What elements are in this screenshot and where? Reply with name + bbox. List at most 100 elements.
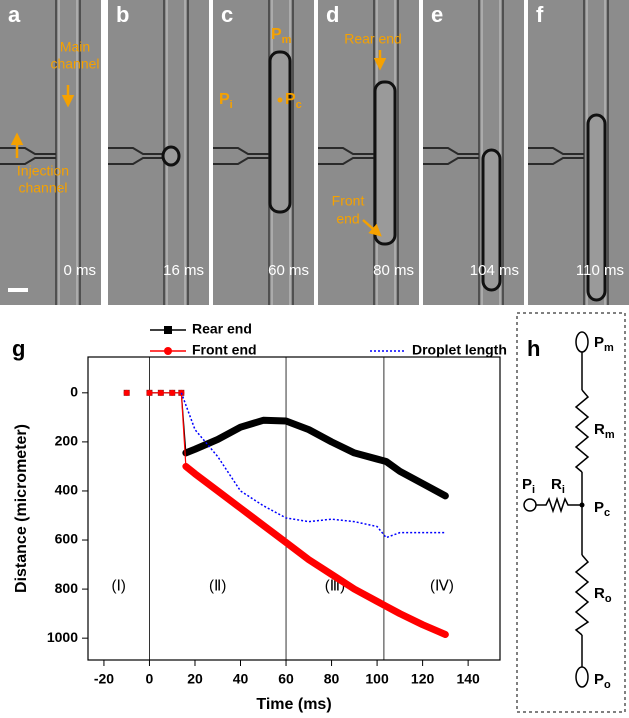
- annotation: Front: [332, 193, 365, 209]
- label: Ro: [594, 585, 612, 605]
- arrow: [362, 219, 382, 237]
- marker: [169, 389, 176, 396]
- marker: [157, 389, 164, 396]
- label-main: P: [271, 26, 282, 43]
- terminal: [575, 331, 589, 353]
- label: Pi: [219, 91, 233, 111]
- panel-letter: d: [326, 2, 339, 27]
- marker: [146, 389, 153, 396]
- panel-letter: f: [536, 2, 544, 27]
- legend-label: Front end: [192, 342, 257, 358]
- y-tick-label: 600: [55, 531, 79, 547]
- label-main: R: [594, 421, 605, 438]
- injection-channel: [213, 147, 269, 165]
- annotation: Rear end: [344, 31, 402, 47]
- region-label: (Ⅱ): [209, 578, 226, 595]
- x-tick-label: 60: [278, 671, 294, 687]
- label-main: P: [594, 499, 604, 516]
- legend-marker: [164, 326, 172, 334]
- node: [579, 502, 585, 508]
- region-label: (Ⅳ): [430, 578, 454, 595]
- x-tick-label: 80: [324, 671, 340, 687]
- series-line: [149, 392, 446, 636]
- injection-channel: [108, 147, 164, 165]
- annotation: end: [336, 211, 359, 227]
- label-sub: c: [296, 99, 302, 111]
- panel-time: 104 ms: [470, 262, 519, 279]
- micrograph-bg: [423, 0, 524, 305]
- x-tick-label: 100: [365, 671, 389, 687]
- y-tick-label: 200: [55, 433, 79, 449]
- resistor: [574, 554, 590, 636]
- panel-frame: [516, 312, 626, 713]
- micrograph-bg: [108, 0, 209, 305]
- label-sub: o: [605, 593, 612, 605]
- marker: [123, 389, 130, 396]
- panel-time: 80 ms: [373, 262, 414, 279]
- panel-letter: c: [221, 2, 233, 27]
- x-tick-label: 0: [146, 671, 154, 687]
- label: Pi: [522, 476, 535, 496]
- resistor: [536, 496, 582, 514]
- label: Po: [594, 671, 611, 691]
- micrograph: b 16 ms: [108, 0, 209, 305]
- panel-letter: h: [527, 336, 540, 361]
- panel-letter: g: [12, 336, 25, 361]
- label-main: R: [594, 585, 605, 602]
- label-main: P: [594, 671, 604, 688]
- label-main: R: [551, 476, 562, 493]
- micrograph-bg: [318, 0, 419, 305]
- label-sub: i: [230, 99, 233, 111]
- label-sub: i: [562, 484, 565, 496]
- micrograph-bg: [213, 0, 314, 305]
- micrograph: e 104 ms: [423, 0, 524, 305]
- label: Ri: [551, 476, 565, 496]
- injection-channel: [0, 147, 56, 165]
- x-tick-label: 40: [233, 671, 249, 687]
- terminal: [523, 498, 537, 512]
- panel-time: 60 ms: [268, 262, 309, 279]
- point: [277, 97, 283, 103]
- droplet: [161, 145, 181, 167]
- label-sub: m: [282, 34, 292, 46]
- label: Pc: [285, 91, 302, 111]
- micrograph: f 110 ms: [528, 0, 629, 305]
- chart: g -20 0 20 40 60 80 100 120 140 0 200 400 600 800 1000 T…: [12, 321, 507, 714]
- legend-marker: [164, 347, 172, 355]
- label: Pc: [594, 499, 610, 519]
- droplet: [268, 50, 292, 214]
- label: Pm: [594, 334, 614, 354]
- series-line: [149, 392, 446, 497]
- label-sub: o: [604, 679, 611, 691]
- x-tick-label: 20: [187, 671, 203, 687]
- x-tick-label: -20: [94, 671, 114, 687]
- label-main: P: [219, 91, 230, 108]
- panel-time: 110 ms: [576, 262, 624, 279]
- label-sub: i: [532, 484, 535, 496]
- injection-channel: [318, 147, 374, 165]
- panel-time: 16 ms: [163, 262, 204, 279]
- x-axis-title: Time (ms): [256, 696, 331, 713]
- droplet: [586, 113, 607, 302]
- annotation: Main: [60, 39, 90, 55]
- label-sub: m: [604, 342, 614, 354]
- annotation: channel: [50, 56, 99, 72]
- terminal: [575, 666, 589, 688]
- region-label: (Ⅰ): [112, 578, 126, 595]
- scale-bar: [8, 288, 28, 292]
- label-sub: c: [604, 507, 610, 519]
- y-tick-label: 400: [55, 482, 79, 498]
- y-tick-label: 800: [55, 580, 79, 596]
- legend-label: Rear end: [192, 321, 252, 337]
- series-band: [182, 416, 449, 500]
- droplet: [481, 148, 502, 292]
- series-line: [180, 392, 446, 539]
- micrograph-bg: [528, 0, 629, 305]
- plot-frame: [87, 356, 501, 661]
- y-tick-label: 0: [70, 384, 78, 400]
- label-main: P: [285, 91, 296, 108]
